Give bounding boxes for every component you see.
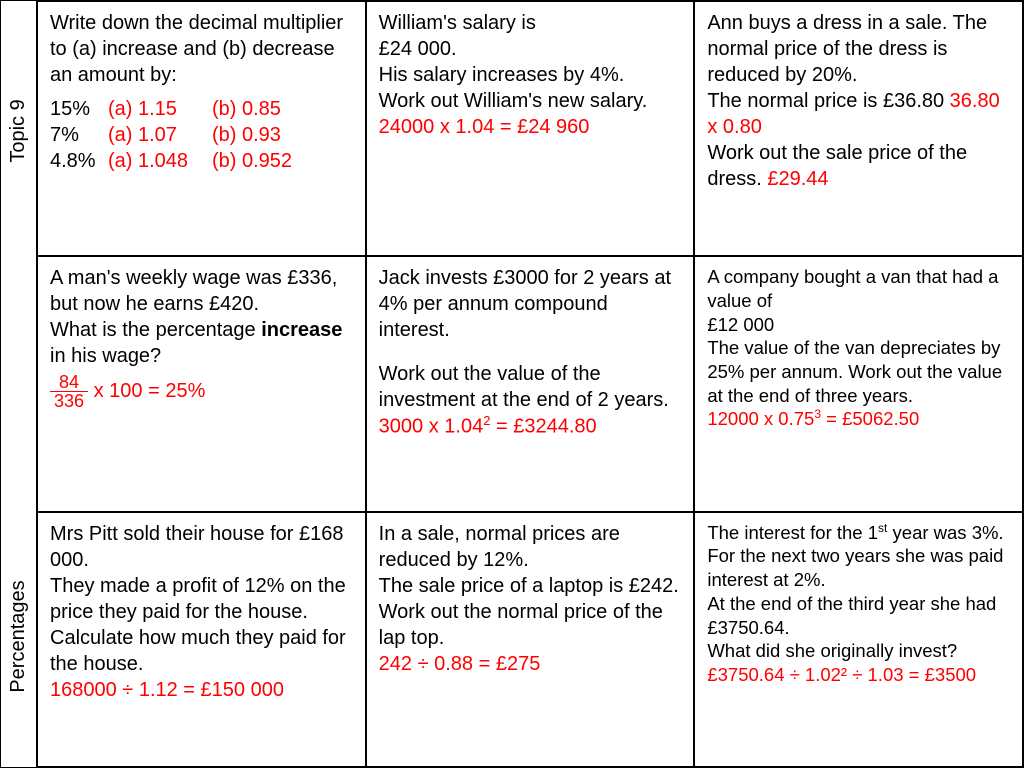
multiplier-table: 15%(a) 1.15(b) 0.85 7%(a) 1.07(b) 0.93 4… xyxy=(50,96,292,174)
question-text: What is the percentage increase in his w… xyxy=(50,317,353,369)
question-text: £12 000 xyxy=(707,313,1010,337)
question-text: The interest for the 1st year was 3%. xyxy=(707,521,1010,545)
question-text: In a sale, normal prices are reduced by … xyxy=(379,521,682,573)
question-text: Work out William's new salary. xyxy=(379,88,682,114)
answer-text: 168000 ÷ 1.12 = £150 000 xyxy=(50,677,353,703)
answer-text: 3000 x 1.042 = £3244.80 xyxy=(379,413,682,440)
answer-text: 12000 x 0.753 = £5062.50 xyxy=(707,407,1010,431)
question-text: Work out the value of the investment at … xyxy=(379,361,682,413)
worksheet-grid: Write down the decimal multiplier to (a)… xyxy=(36,0,1024,768)
question-text: What did she originally invest? xyxy=(707,640,957,661)
question-text: £24 000. xyxy=(379,36,682,62)
cell-r2c1: A man's weekly wage was £336, but now he… xyxy=(37,256,366,511)
question-text: Work out the normal price of the lap top… xyxy=(379,599,682,651)
answer-text: 24000 x 1.04 = £24 960 xyxy=(379,114,682,140)
topic-label: Topic 9 xyxy=(1,1,36,262)
question-text: A company bought a van that had a value … xyxy=(707,265,1010,312)
cell-r3c1: Mrs Pitt sold their house for £168 000. … xyxy=(37,512,366,767)
question-text: They made a profit of 12% on the price t… xyxy=(50,573,353,625)
question-text: The value of the van depreciates by 25% … xyxy=(707,336,1010,407)
question-text: Ann buys a dress in a sale. The normal p… xyxy=(707,10,1010,88)
denominator: 336 xyxy=(50,392,88,410)
cell-r3c2: In a sale, normal prices are reduced by … xyxy=(366,512,695,767)
cell-r2c2: Jack invests £3000 for 2 years at 4% per… xyxy=(366,256,695,511)
cell-r1c3: Ann buys a dress in a sale. The normal p… xyxy=(694,1,1023,256)
question-text: Work out the sale price of the dress. xyxy=(707,142,967,190)
question-text: Write down the decimal multiplier to (a)… xyxy=(50,10,353,88)
cell-r3c3: The interest for the 1st year was 3%. Fo… xyxy=(694,512,1023,767)
answer-text: £3750.64 ÷ 1.02² ÷ 1.03 = £3500 xyxy=(707,664,976,685)
question-text: For the next two years she was paid inte… xyxy=(707,544,1010,591)
question-text: Calculate how much they paid for the hou… xyxy=(50,625,353,677)
ans-b: (b) 0.85 xyxy=(212,96,281,122)
fraction: 84 336 xyxy=(50,373,88,410)
cell-r1c1: Write down the decimal multiplier to (a)… xyxy=(37,1,366,256)
pct: 15% xyxy=(50,96,108,122)
question-text: The sale price of a laptop is £242. xyxy=(379,573,682,599)
question-text: At the end of the third year she had £37… xyxy=(707,592,1010,639)
ans-b: (b) 0.93 xyxy=(212,122,281,148)
question-text: Jack invests £3000 for 2 years at 4% per… xyxy=(379,265,682,343)
answer-text: x 100 = 25% xyxy=(94,380,206,402)
answer-text: £29.44 xyxy=(767,168,828,190)
question-text: William's salary is xyxy=(379,10,682,36)
subject-label: Percentages xyxy=(1,506,36,767)
question-text: Mrs Pitt sold their house for £168 000. xyxy=(50,521,353,573)
numerator: 84 xyxy=(50,373,88,392)
question-text: His salary increases by 4%. xyxy=(379,62,682,88)
pct: 7% xyxy=(50,122,108,148)
cell-r2c3: A company bought a van that had a value … xyxy=(694,256,1023,511)
question-text: The normal price is £36.80 xyxy=(707,90,949,112)
ans-a: (a) 1.15 xyxy=(108,96,212,122)
pct: 4.8% xyxy=(50,148,108,174)
label-spacer xyxy=(1,262,36,507)
answer-text: 242 ÷ 0.88 = £275 xyxy=(379,651,682,677)
question-text: A man's weekly wage was £336, but now he… xyxy=(50,265,353,317)
ans-a: (a) 1.048 xyxy=(108,148,212,174)
ans-b: (b) 0.952 xyxy=(212,148,292,174)
side-labels: Topic 9 Percentages xyxy=(0,0,36,768)
ans-a: (a) 1.07 xyxy=(108,122,212,148)
cell-r1c2: William's salary is £24 000. His salary … xyxy=(366,1,695,256)
